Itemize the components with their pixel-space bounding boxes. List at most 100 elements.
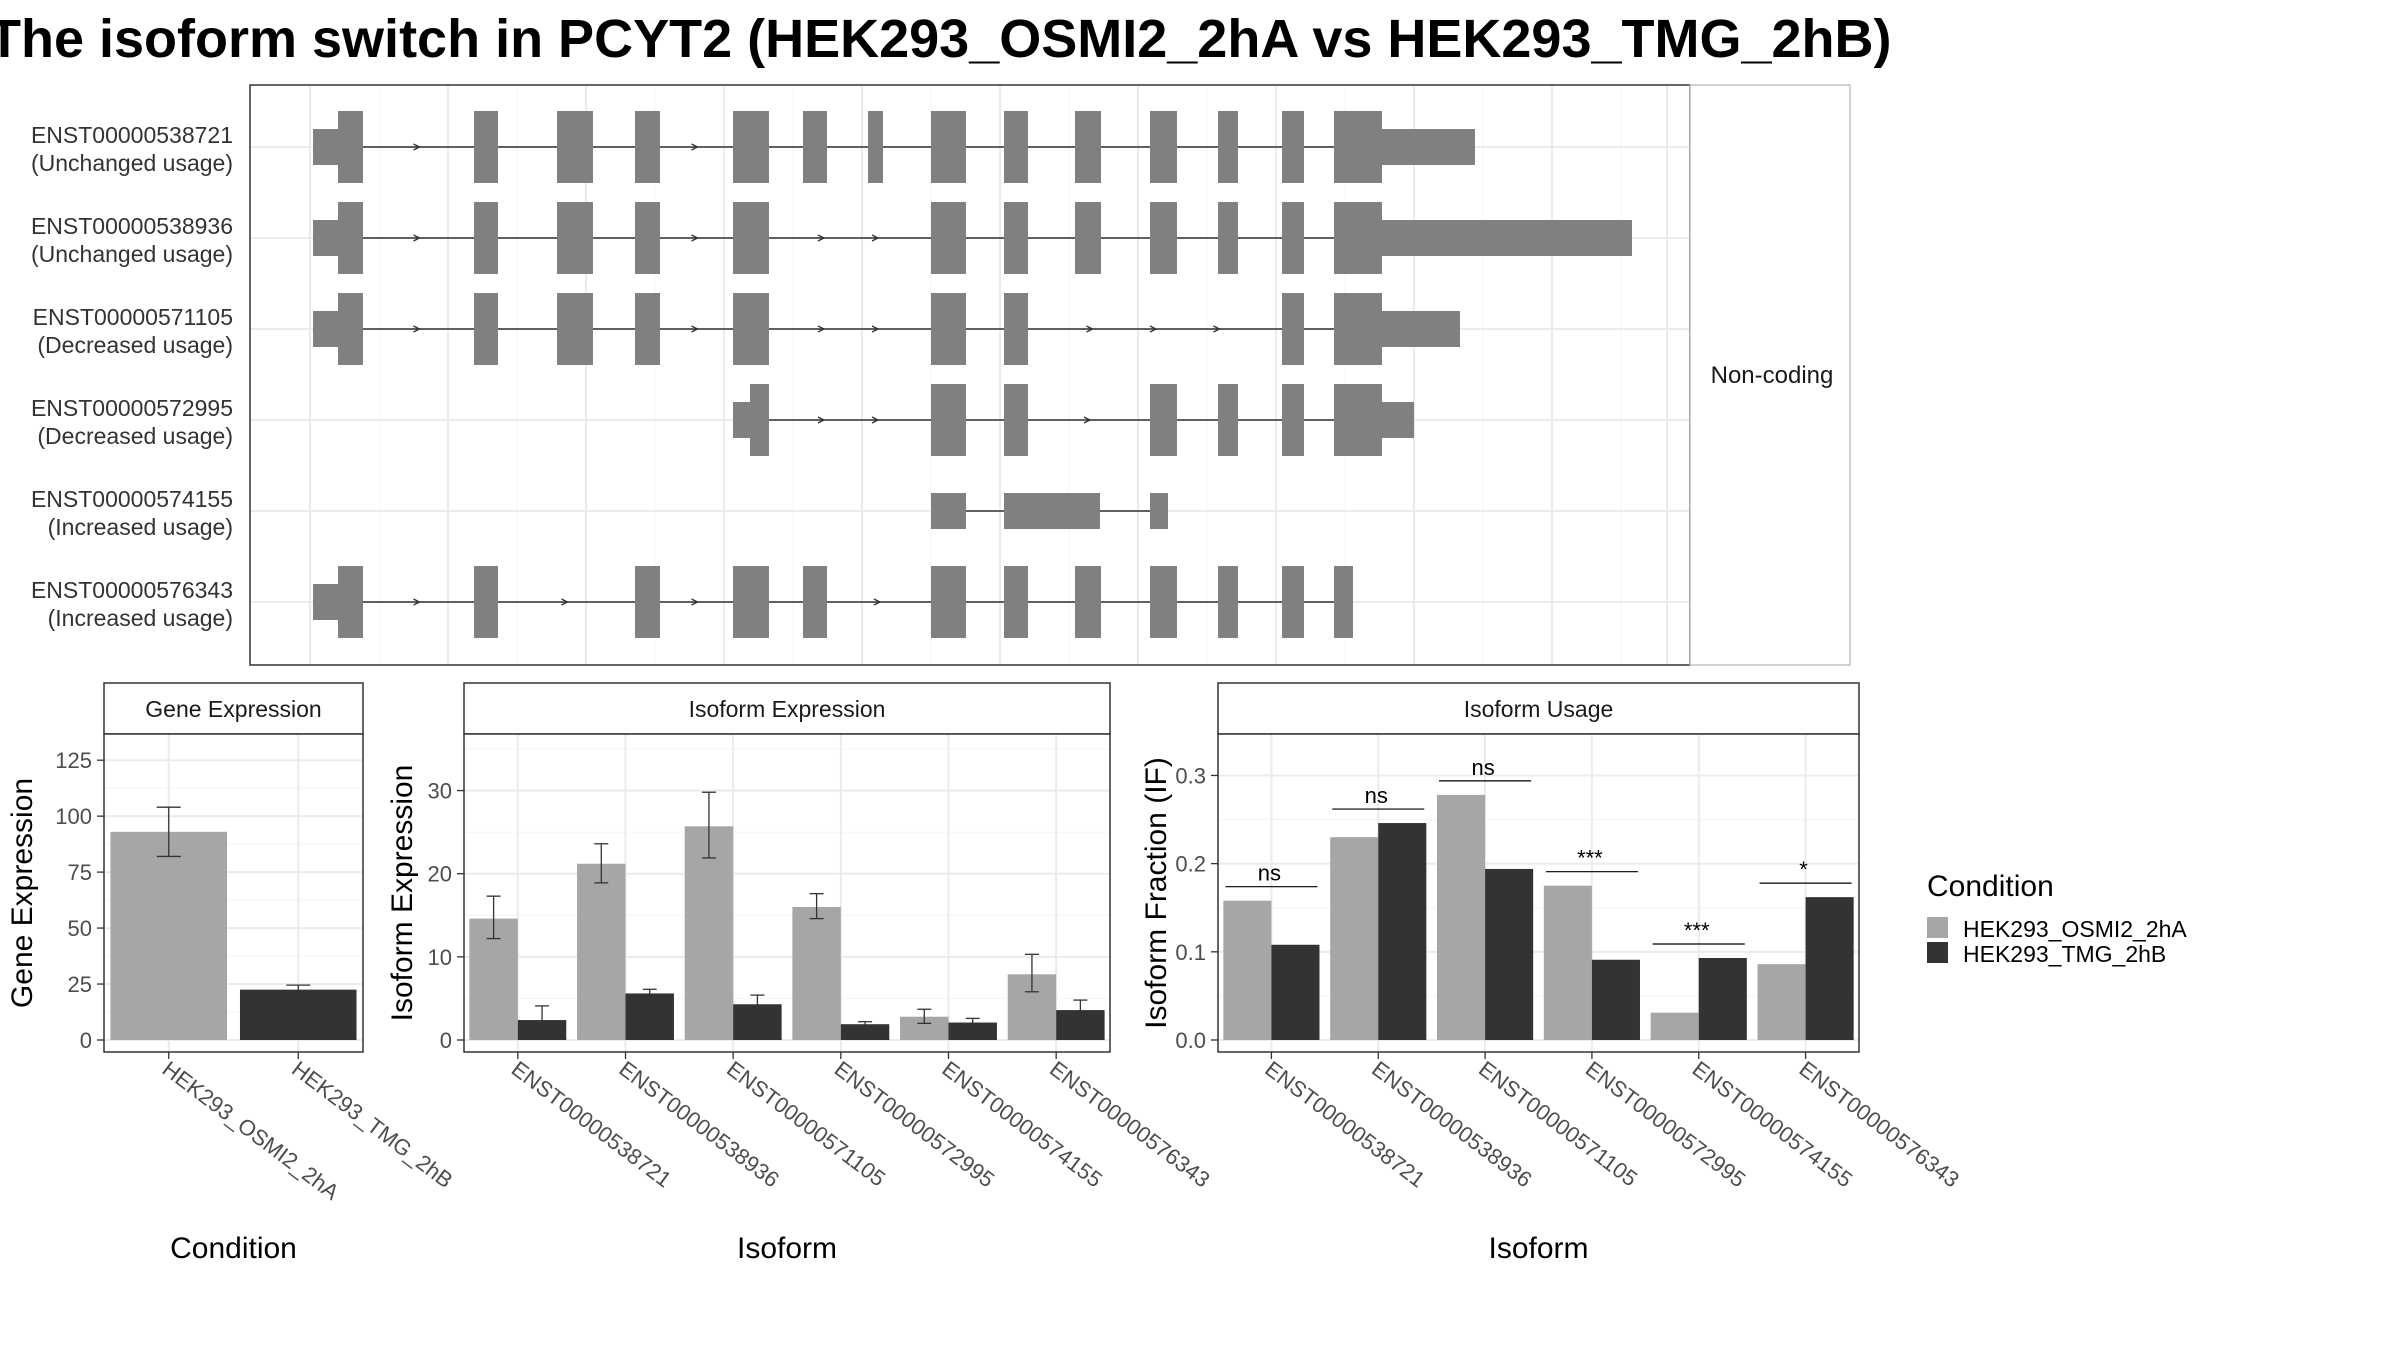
- exon: [1218, 566, 1238, 638]
- y-tick-label: 0: [80, 1028, 92, 1053]
- transcript-row: [313, 566, 1353, 638]
- exon: [313, 584, 340, 620]
- significance-label: *: [1799, 857, 1808, 882]
- transcript-id-label: ENST00000571105: [33, 304, 233, 330]
- bar-condition-a: [1437, 794, 1486, 1040]
- significance-label: ***: [1684, 918, 1710, 943]
- transcript-id-label: ENST00000572995: [31, 395, 233, 421]
- exon: [1380, 311, 1460, 347]
- direction-arrow: [817, 325, 826, 333]
- exon: [733, 111, 769, 183]
- y-axis-title: Isoform Expression: [386, 765, 419, 1022]
- exon: [557, 111, 593, 183]
- y-tick-label: 10: [428, 945, 452, 970]
- direction-arrow: [817, 416, 826, 424]
- direction-arrow: [871, 234, 880, 242]
- transcript-row: [313, 293, 1460, 365]
- exon: [1380, 129, 1475, 165]
- transcript-id-label: ENST00000574155: [31, 486, 233, 512]
- y-tick-label: 25: [68, 972, 92, 997]
- exon: [1282, 293, 1304, 365]
- transcript-usage-label: (Unchanged usage): [31, 241, 233, 267]
- exon: [803, 111, 827, 183]
- panel-border: [103, 733, 364, 1053]
- exon: [635, 293, 660, 365]
- exon: [733, 402, 755, 438]
- exon: [1334, 202, 1382, 274]
- exon: [1218, 202, 1238, 274]
- legend-label-condition-b: HEK293_TMG_2hB: [1963, 941, 2166, 967]
- direction-arrow: [1086, 325, 1094, 333]
- exon: [1334, 111, 1382, 183]
- direction-arrow: [691, 234, 699, 242]
- exon: [1150, 566, 1177, 638]
- exon: [1004, 293, 1028, 365]
- direction-arrow: [691, 143, 699, 151]
- bar-condition-b: [1805, 897, 1854, 1040]
- exon: [338, 566, 363, 638]
- transcript-row: [313, 202, 1632, 274]
- exon: [1004, 566, 1028, 638]
- exon: [733, 202, 769, 274]
- exon: [338, 202, 363, 274]
- bar-panel-3: Isoform Usage0.00.10.20.3nsnsns*******EN…: [1140, 682, 1964, 1265]
- noncoding-strip: [1689, 84, 1851, 666]
- exon: [931, 111, 966, 183]
- exon: [1282, 566, 1304, 638]
- exon: [1150, 493, 1168, 529]
- bar-condition-b: [1378, 823, 1427, 1040]
- transcript-shapes: [313, 111, 1632, 638]
- panel-strip-label: Isoform Expression: [689, 696, 886, 722]
- direction-arrow: [871, 416, 880, 424]
- transcript-usage-label: (Decreased usage): [37, 332, 233, 358]
- panel-background: [464, 734, 1110, 1052]
- legend-label-condition-a: HEK293_OSMI2_2hA: [1963, 916, 2187, 942]
- direction-arrow: [871, 325, 880, 333]
- y-tick-label: 125: [55, 748, 92, 773]
- panel-strip-label: Gene Expression: [145, 696, 321, 722]
- legend-swatch-condition-a: [1927, 917, 1948, 938]
- exon: [1150, 202, 1177, 274]
- exon: [1282, 202, 1304, 274]
- direction-arrow: [413, 598, 421, 606]
- bar-condition-a: [792, 906, 841, 1040]
- exon: [474, 111, 498, 183]
- bar-condition-a: [110, 831, 228, 1040]
- exon: [931, 493, 966, 529]
- exon: [803, 566, 827, 638]
- x-axis-title: Isoform: [737, 1232, 837, 1265]
- transcript-labels: ENST00000538721(Unchanged usage)ENST0000…: [31, 122, 233, 631]
- exon: [1004, 493, 1100, 529]
- exon: [750, 384, 769, 456]
- transcript-id-label: ENST00000538721: [31, 122, 233, 148]
- x-axis-title: Isoform: [1488, 1232, 1588, 1265]
- exon: [733, 293, 769, 365]
- transcript-usage-label: (Unchanged usage): [31, 150, 233, 176]
- figure-title: The isoform switch in PCYT2 (HEK293_OSMI…: [0, 9, 1892, 69]
- y-axis-title: Isoform Fraction (IF): [1140, 757, 1173, 1029]
- exon: [1334, 293, 1382, 365]
- bar-condition-a: [1650, 1012, 1699, 1040]
- bar-condition-b: [948, 1022, 997, 1040]
- exon: [1218, 111, 1238, 183]
- panel-border: [1217, 733, 1860, 1053]
- significance-label: ns: [1365, 783, 1388, 808]
- y-tick-label: 100: [55, 804, 92, 829]
- exon: [635, 566, 660, 638]
- transcript-panel-background: [250, 85, 1690, 665]
- bar-condition-a: [1223, 900, 1272, 1040]
- direction-arrow: [413, 143, 421, 151]
- direction-arrow: [817, 234, 826, 242]
- y-tick-label: 0.0: [1175, 1028, 1206, 1053]
- exon: [474, 293, 498, 365]
- exon: [474, 202, 498, 274]
- y-tick-label: 0.1: [1175, 940, 1206, 965]
- exon: [1150, 111, 1177, 183]
- panel-background: [1218, 734, 1859, 1052]
- panel-strip: [1217, 682, 1860, 735]
- exon: [1075, 566, 1101, 638]
- bar-condition-a: [684, 826, 734, 1040]
- bar-condition-a: [900, 1016, 949, 1040]
- exon: [635, 202, 660, 274]
